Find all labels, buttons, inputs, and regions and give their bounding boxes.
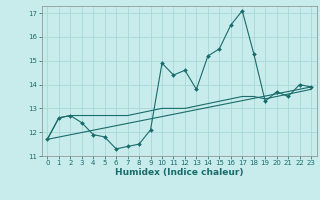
X-axis label: Humidex (Indice chaleur): Humidex (Indice chaleur)	[115, 168, 244, 177]
